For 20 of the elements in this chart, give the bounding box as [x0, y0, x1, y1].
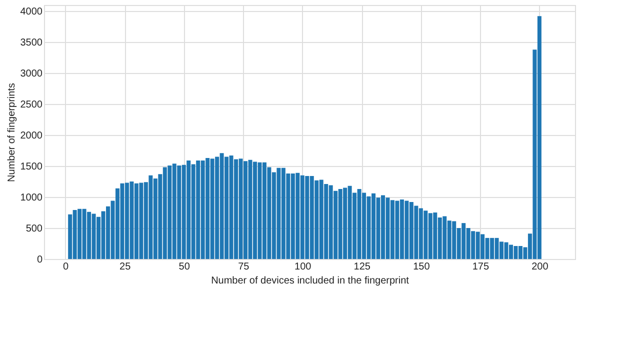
x-tick-label: 50 [178, 262, 190, 272]
x-tick-label: 200 [532, 262, 549, 272]
x-tick-label: 150 [413, 262, 430, 272]
x-axis-title: Number of devices included in the fingerprint [211, 276, 410, 286]
x-tick-label: 175 [472, 262, 490, 272]
y-tick-label: 3000 [20, 68, 43, 80]
y-tick-label: 2000 [20, 130, 43, 142]
y-tick-label: 3500 [20, 38, 43, 49]
y-tick-label: 4000 [20, 6, 43, 18]
y-tick-label: 0 [36, 254, 43, 266]
x-tick-label: 25 [120, 262, 132, 272]
x-tick-label: 125 [354, 262, 371, 272]
y-axis-title: Number of fingerprints [6, 83, 18, 182]
x-tick-label: 0 [63, 262, 70, 272]
x-tick-label: 100 [294, 262, 312, 272]
y-tick-label: 1500 [20, 162, 43, 173]
y-tick-label: 1000 [20, 192, 43, 204]
y-tick-label: 2500 [20, 100, 43, 111]
y-tick-label: 500 [26, 224, 43, 235]
x-tick-label: 75 [238, 262, 250, 272]
